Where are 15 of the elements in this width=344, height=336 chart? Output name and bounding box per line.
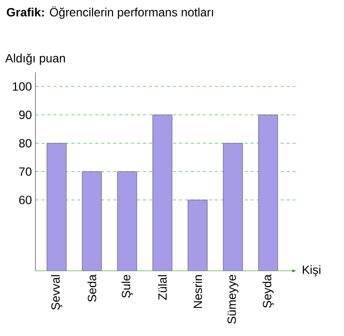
chart-title: Grafik: Öğrencilerin performans notları [6, 6, 214, 19]
x-tick-label: Seda [87, 274, 96, 302]
x-tick-label: Sümeyye [227, 274, 238, 324]
y-tick-label: 80 [19, 138, 32, 148]
x-tick-label: Şevval [51, 275, 62, 310]
x-tick-label: Zülal [158, 275, 167, 300]
y-axis-title: Aldığı puan [5, 53, 65, 65]
x-tick-label: Şeyda [262, 274, 274, 308]
y-tick-label: 70 [19, 167, 32, 176]
x-tick-label: Nesrin [193, 275, 202, 308]
x-tick-label: Şule [122, 274, 133, 298]
x-axis-title: Kişi [302, 265, 320, 276]
y-tick-label: 100 [12, 82, 32, 91]
y-tick-label: 60 [19, 196, 32, 204]
y-tick-label: 90 [19, 110, 32, 120]
